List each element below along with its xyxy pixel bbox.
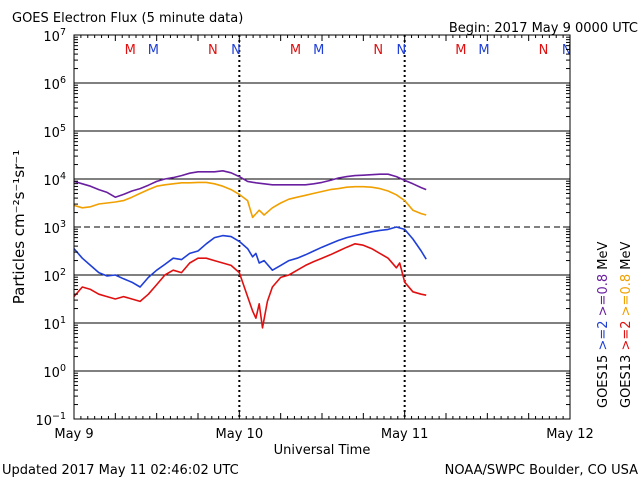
y-tick-label: 104 [43, 171, 66, 189]
series-line [73, 226, 427, 288]
legend-column: GOES15 >=2 >=0.8 MeV [596, 242, 611, 408]
legend-unit: MeV [596, 242, 611, 274]
legend-satellite: GOES13 [619, 351, 634, 408]
legend-item: >=2 [619, 316, 634, 350]
y-tick-label: 107 [43, 27, 66, 45]
marker-label: N [231, 43, 241, 58]
legend-item: >=0.8 [596, 274, 611, 316]
legend-item: >=0.8 [619, 274, 634, 316]
y-tick-label: 101 [43, 315, 66, 333]
begin-time-label: Begin: 2017 May 9 0000 UTC [449, 21, 638, 36]
marker-label: N [373, 43, 383, 58]
x-axis-title: Universal Time [274, 443, 371, 458]
marker-label: M [125, 43, 136, 58]
marker-label: N [396, 43, 406, 58]
marker-label: N [539, 43, 549, 58]
y-tick-label: 103 [43, 219, 66, 237]
series-lines [73, 170, 427, 329]
legend-column: GOES13 >=2 >=0.8 MeV [619, 242, 634, 408]
legend-item: >=2 [596, 316, 611, 350]
legend-unit: MeV [619, 242, 634, 274]
marker-label: N [562, 43, 572, 58]
series-line [73, 181, 427, 219]
y-tick-label: 102 [43, 267, 66, 285]
x-tick-label: May 11 [381, 427, 429, 442]
chart-title: GOES Electron Flux (5 minute data) [12, 11, 243, 26]
legend-satellite: GOES15 [596, 351, 611, 408]
x-tick-label: May 12 [546, 427, 594, 442]
marker-label: M [290, 43, 301, 58]
marker-label: M [313, 43, 324, 58]
marker-label: M [455, 43, 466, 58]
updated-timestamp: Updated 2017 May 11 02:46:02 UTC [2, 463, 239, 478]
plot-grid [74, 35, 570, 419]
y-tick-label: 10−1 [35, 411, 66, 429]
x-tick-label: May 10 [216, 427, 264, 442]
y-tick-label: 105 [43, 123, 66, 141]
agency-credit: NOAA/SWPC Boulder, CO USA [445, 463, 638, 478]
marker-label: M [148, 43, 159, 58]
series-line [73, 243, 427, 329]
marker-label: M [478, 43, 489, 58]
y-tick-label: 106 [43, 75, 66, 93]
y-axis-title: Particles cm⁻²s⁻¹sr⁻¹ [10, 150, 28, 304]
x-tick-label: May 9 [54, 427, 93, 442]
marker-label: N [208, 43, 218, 58]
y-tick-label: 100 [43, 363, 66, 381]
series-line [73, 170, 427, 198]
